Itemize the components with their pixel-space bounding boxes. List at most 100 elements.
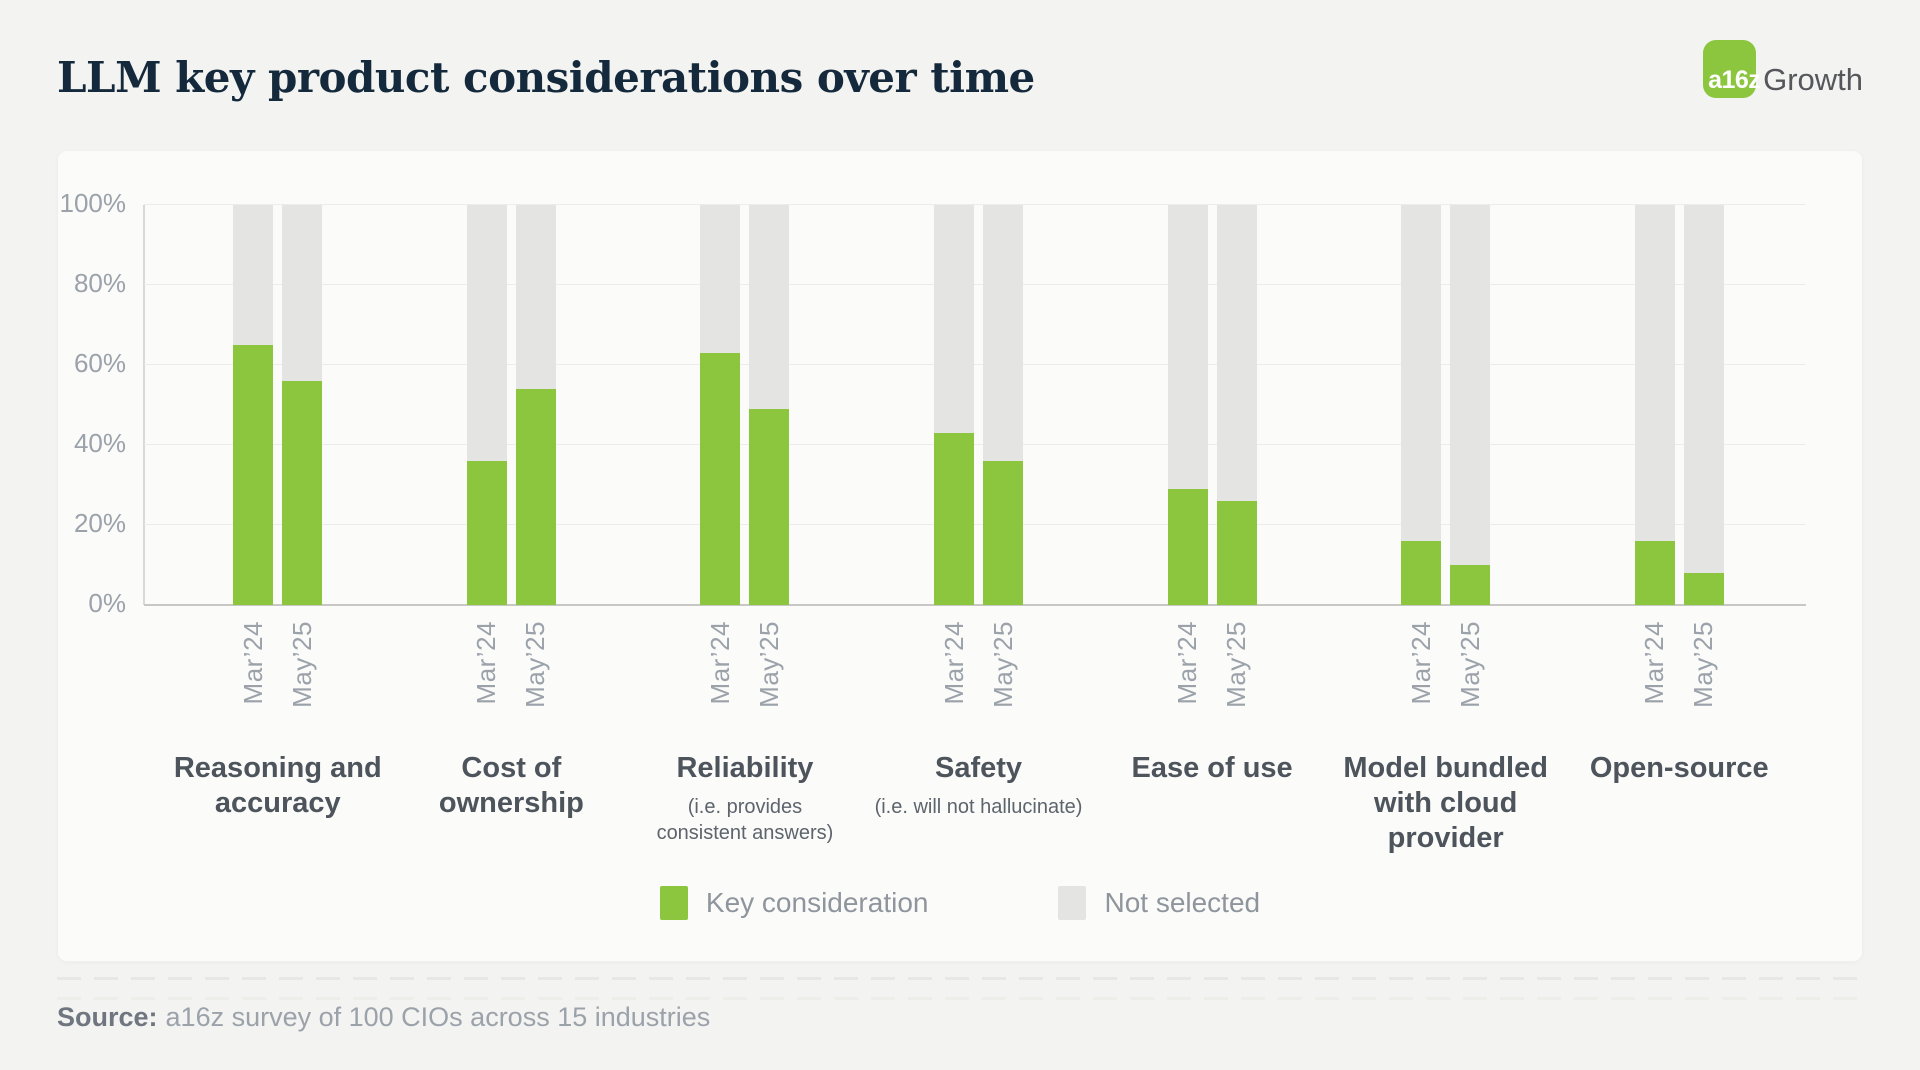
bar-segment-not-selected [1167, 205, 1208, 489]
bar-may25 [282, 205, 323, 605]
bar-mar24 [1401, 205, 1442, 605]
source-text: a16z survey of 100 CIOs across 15 indust… [165, 1002, 711, 1032]
x-tick-labels: Mar’24 May’25 [934, 621, 1023, 725]
x-tick-label-text: May’25 [987, 621, 1018, 708]
bar-segment-key-consideration [700, 353, 741, 605]
x-tick-labels: Mar’24 May’25 [1401, 621, 1490, 725]
source-note: Source: a16z survey of 100 CIOs across 15… [57, 1002, 710, 1033]
bar-segment-not-selected [233, 205, 274, 345]
category-subtitle: (i.e. provides consistent answers) [657, 794, 834, 846]
header: LLM key product considerations over time… [0, 0, 1920, 150]
bar-segment-key-consideration [282, 381, 323, 605]
x-tick-label-text: May’25 [1688, 621, 1719, 708]
x-tick-label: Mar’24 [700, 621, 740, 725]
bar-segment-not-selected [515, 205, 556, 389]
x-tick-label: Mar’24 [1168, 621, 1208, 725]
x-tick-labels: Mar’24 May’25 [1168, 621, 1257, 725]
x-tick-label: Mar’24 [467, 621, 507, 725]
bar-segment-key-consideration [515, 389, 556, 605]
x-tick-label: May’25 [983, 621, 1023, 725]
x-tick-label-text: Mar’24 [471, 621, 502, 705]
x-tick-label: Mar’24 [1401, 621, 1441, 725]
bar-segment-not-selected [1683, 205, 1724, 573]
x-tick-label-text: Mar’24 [938, 621, 969, 705]
x-tick-labels: Mar’24 May’25 [467, 621, 556, 725]
gridline [144, 284, 1806, 285]
bar-may25 [1216, 205, 1257, 605]
x-tick-label: May’25 [516, 621, 556, 725]
x-tick-label-text: Mar’24 [237, 621, 268, 705]
legend-swatch-key-consideration [659, 886, 688, 920]
a16z-logo-mark-text: a16z [1708, 66, 1761, 94]
x-tick-label-text: May’25 [286, 621, 317, 708]
bar-segment-key-consideration [934, 433, 975, 605]
x-tick-label-text: May’25 [753, 621, 784, 708]
x-tick-label: Mar’24 [233, 621, 273, 725]
bar-pair [700, 205, 790, 605]
x-tick-label: Mar’24 [934, 621, 974, 725]
x-tick-label-text: May’25 [1454, 621, 1485, 708]
chart: 100% 80% 60% 40% 20% 0% Mar’24 May’25 Reasoning… [60, 188, 1806, 856]
category-group: Mar’24 May’25 Safety (i.e. will not halluci… [862, 205, 1096, 856]
bar-segment-not-selected [983, 205, 1024, 461]
decorative-dashes [57, 977, 1863, 980]
bar-mar24 [1167, 205, 1208, 605]
category-label-line: Open-source [1589, 752, 1769, 784]
category-label: Model bundled with cloud provider [1343, 751, 1548, 856]
bar-segment-not-selected [749, 205, 790, 409]
category-label-line: Cost of [461, 752, 562, 784]
page-title: LLM key product considerations over time [57, 53, 1035, 102]
bar-segment-not-selected [1216, 205, 1257, 501]
a16z-logo-suffix: Growth [1763, 62, 1863, 97]
bar-segment-key-consideration [1683, 573, 1724, 605]
y-axis-label: 100% [59, 188, 127, 218]
category-label: Reasoning and accuracy [174, 751, 382, 821]
y-axis-label: 60% [73, 348, 126, 378]
x-tick-label: May’25 [1450, 621, 1490, 725]
bar-segment-key-consideration [1450, 565, 1491, 605]
bar-segment-key-consideration [1401, 541, 1442, 605]
category-subtitle: (i.e. will not hallucinate) [875, 794, 1083, 820]
gridline [144, 204, 1806, 205]
y-axis-label: 80% [73, 268, 126, 298]
legend: Key consideration Not selected [58, 886, 1862, 920]
bar-pair [1167, 205, 1257, 605]
bar-segment-key-consideration [466, 461, 507, 605]
y-axis-label: 40% [73, 428, 126, 458]
bar-segment-not-selected [700, 205, 741, 353]
x-tick-label: May’25 [1684, 621, 1724, 725]
bar-mar24 [466, 205, 507, 605]
bar-segment-key-consideration [1167, 489, 1208, 605]
legend-item-not-selected: Not selected [1058, 886, 1260, 920]
bar-mar24 [934, 205, 975, 605]
source-label: Source: [57, 1002, 158, 1032]
category-group: Mar’24 May’25 Open-source [1562, 205, 1796, 856]
category-subtitle-line: (i.e. will not hallucinate) [874, 796, 1083, 818]
category-label: Ease of use [1132, 751, 1293, 786]
bar-mar24 [700, 205, 741, 605]
x-tick-label: Mar’24 [1635, 621, 1675, 725]
bar-segment-key-consideration [1634, 541, 1675, 605]
x-tick-label-text: Mar’24 [704, 621, 735, 705]
x-tick-label: May’25 [1217, 621, 1257, 725]
category-label-line: Model bundled [1343, 752, 1548, 784]
category-label: Open-source [1590, 751, 1769, 786]
bar-mar24 [1634, 205, 1675, 605]
category-label-line: Safety [935, 752, 1023, 784]
bar-segment-not-selected [466, 205, 507, 461]
gridline [144, 524, 1806, 525]
bar-mar24 [233, 205, 274, 605]
gridline [144, 444, 1806, 445]
x-tick-label: May’25 [282, 621, 322, 725]
a16z-logo: a16z Growth [1703, 40, 1863, 98]
y-axis-line [143, 205, 145, 605]
category-label-line: provider [1387, 822, 1504, 854]
gridline [144, 364, 1806, 365]
x-tick-labels: Mar’24 May’25 [700, 621, 789, 725]
y-axis-label: 20% [73, 508, 126, 538]
category-label-line: Reliability [676, 752, 814, 784]
bar-may25 [749, 205, 790, 605]
bar-segment-not-selected [1634, 205, 1675, 541]
bar-may25 [1683, 205, 1724, 605]
bar-segment-key-consideration [233, 345, 274, 605]
